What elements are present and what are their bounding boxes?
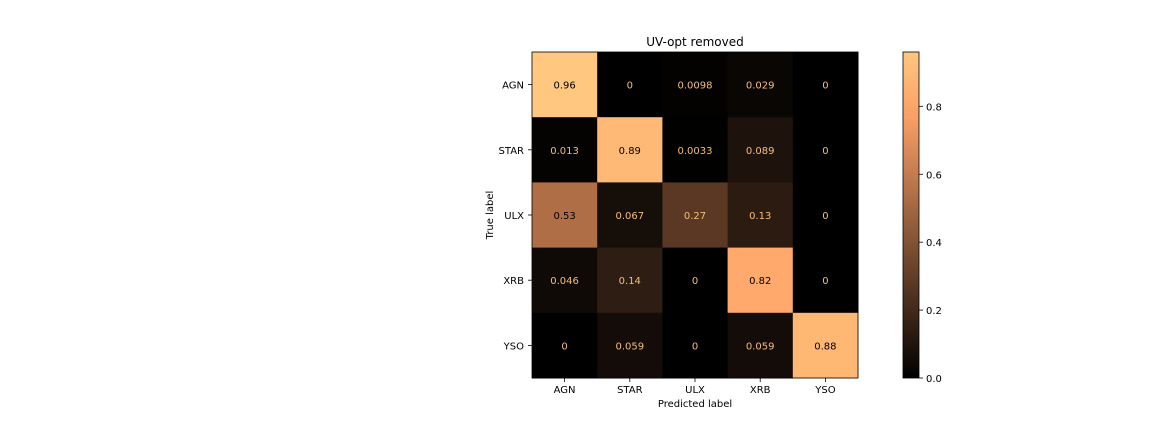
colorbar-tick-label: 0.4 bbox=[926, 238, 942, 249]
heatmap-cell bbox=[662, 312, 729, 379]
y-tick-label: ULX bbox=[504, 211, 524, 222]
cell-value-label: 0.059 bbox=[746, 341, 775, 352]
colorbar-axis: 0.0 0.2 0.4 0.6 0.8 bbox=[919, 102, 942, 385]
cell-value-label: 0 bbox=[627, 81, 633, 92]
heatmap-cell bbox=[662, 117, 729, 183]
cell-value-label: 0.82 bbox=[749, 276, 771, 287]
x-axis-label: Predicted label bbox=[658, 399, 732, 410]
cell-value-label: 0 bbox=[692, 276, 698, 287]
cell-value-label: 0 bbox=[561, 341, 567, 352]
heatmap-cell bbox=[532, 312, 598, 379]
x-axis: AGN STAR ULX XRB YSO bbox=[554, 378, 836, 396]
x-tick-label: YSO bbox=[814, 385, 835, 396]
heatmap-cell bbox=[662, 182, 729, 249]
colorbar-tick-label: 0.0 bbox=[926, 374, 942, 385]
heatmap-cell bbox=[792, 182, 859, 249]
heatmap-cell bbox=[792, 117, 859, 183]
y-axis: AGN STAR ULX XRB YSO bbox=[499, 81, 532, 352]
heatmap-cell bbox=[792, 52, 859, 118]
cell-value-label: 0.046 bbox=[550, 276, 579, 287]
cell-value-label: 0 bbox=[822, 276, 828, 287]
heatmap-cell bbox=[727, 52, 794, 118]
cell-value-label: 0.0098 bbox=[678, 81, 713, 92]
heatmap-cell bbox=[532, 117, 598, 183]
y-tick-label: XRB bbox=[503, 276, 524, 287]
x-tick-label: STAR bbox=[617, 385, 643, 396]
y-axis-label: True label bbox=[485, 191, 496, 241]
heatmap-cell bbox=[532, 182, 598, 249]
heatmap-cell bbox=[597, 182, 663, 249]
x-tick-label: ULX bbox=[685, 385, 705, 396]
heatmap-cell bbox=[727, 312, 794, 379]
cell-value-label: 0.53 bbox=[553, 211, 575, 222]
cell-value-label: 0.14 bbox=[619, 276, 641, 287]
cell-value-label: 0.013 bbox=[550, 146, 579, 157]
cell-value-label: 0.96 bbox=[553, 81, 575, 92]
cell-value-label: 0.13 bbox=[749, 211, 771, 222]
heatmap-cell bbox=[727, 117, 794, 183]
heatmap-cell bbox=[662, 247, 729, 314]
heatmap-cell bbox=[727, 247, 794, 314]
heatmap-cell bbox=[532, 247, 598, 314]
y-tick-label: AGN bbox=[502, 81, 524, 92]
y-tick-label: YSO bbox=[503, 341, 524, 352]
cell-value-label: 0.059 bbox=[615, 341, 644, 352]
heatmap-cell bbox=[597, 52, 663, 118]
heatmap-cell bbox=[727, 182, 794, 249]
heatmap-cell bbox=[792, 247, 859, 314]
colorbar-tick-label: 0.6 bbox=[926, 170, 942, 181]
heatmap-cell bbox=[597, 117, 663, 183]
y-tick-label: STAR bbox=[499, 146, 525, 157]
heatmap-cell bbox=[597, 312, 663, 379]
x-tick-label: AGN bbox=[554, 385, 576, 396]
cell-value-label: 0.89 bbox=[619, 146, 641, 157]
colorbar bbox=[902, 51, 920, 379]
cell-value-label: 0.27 bbox=[684, 211, 706, 222]
heatmap-cell bbox=[792, 312, 859, 379]
chart-title: UV-opt removed bbox=[646, 35, 744, 49]
cell-value-label: 0 bbox=[822, 81, 828, 92]
cell-value-label: 0.88 bbox=[814, 341, 836, 352]
cell-value-label: 0.089 bbox=[746, 146, 775, 157]
x-tick-label: XRB bbox=[750, 385, 771, 396]
heatmap-cell bbox=[597, 247, 663, 314]
heatmap-cell bbox=[532, 52, 598, 118]
cell-value-label: 0.029 bbox=[746, 81, 775, 92]
cell-value-label: 0 bbox=[822, 211, 828, 222]
colorbar-tick-label: 0.2 bbox=[926, 306, 942, 317]
heatmap-cells bbox=[532, 52, 859, 379]
cell-value-label: 0 bbox=[822, 146, 828, 157]
cell-value-label: 0 bbox=[692, 341, 698, 352]
heatmap-cell bbox=[662, 52, 729, 118]
colorbar-tick-label: 0.8 bbox=[926, 102, 942, 113]
cell-value-label: 0.067 bbox=[615, 211, 644, 222]
heatmap-cell-labels: 0.96 0 0.0098 0.029 0 0.013 0.89 0.0033 0.089 0 0.… bbox=[550, 81, 836, 353]
cell-value-label: 0.0033 bbox=[678, 146, 713, 157]
